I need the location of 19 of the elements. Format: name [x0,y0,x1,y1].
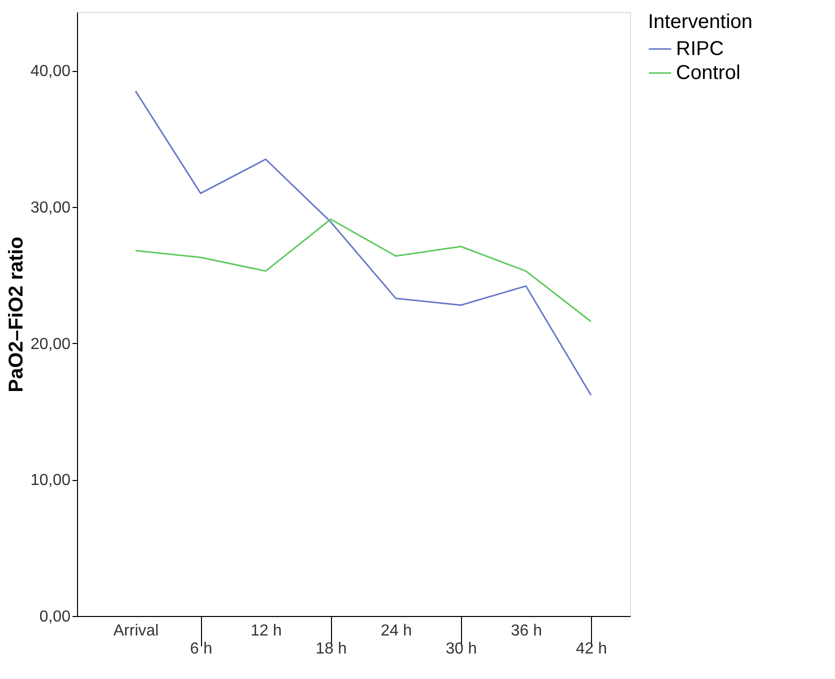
x-tick-label: 42 h [576,640,608,658]
y-tick-label: 30,00 [30,199,71,216]
x-tick-label: 18 h [316,640,347,658]
y-tick-label: 10,00 [30,472,71,490]
legend-label: RIPC [676,38,724,60]
x-tick-label: 6 h [190,640,212,658]
legend-title: Intervention [648,11,753,33]
line-series [134,90,592,396]
y-tick-label: 40,00 [30,63,71,80]
x-tick-label: 12 h [250,622,282,640]
x-tick-label: Arrival [113,622,159,640]
y-tick-label: 0,00 [39,608,71,626]
x-tick-label: 24 h [380,622,412,640]
legend-label: Control [676,62,740,84]
y-tick-label: 20,00 [30,336,71,353]
line-series [134,218,592,322]
x-tick-label: 30 h [446,640,477,658]
x-tick-label: 36 h [510,622,542,640]
y-axis-title: PaO2–FiO2 ratio [5,236,28,392]
